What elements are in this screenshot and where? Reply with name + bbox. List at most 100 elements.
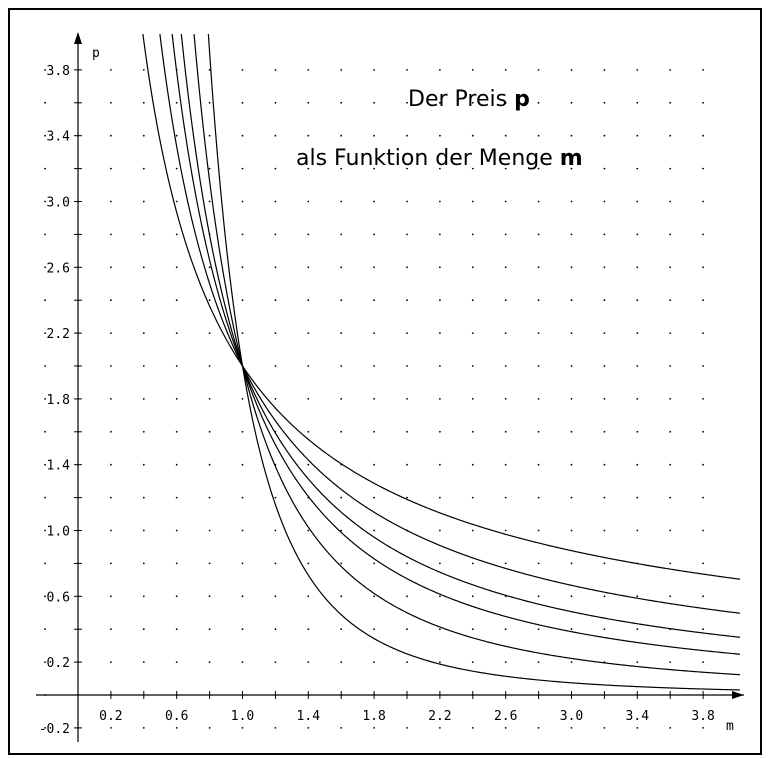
grid-dot bbox=[669, 661, 672, 663]
grid-dot bbox=[208, 398, 211, 400]
curve-series bbox=[193, 33, 741, 676]
grid-dot bbox=[307, 529, 310, 532]
grid-dot bbox=[471, 69, 474, 71]
grid-dot bbox=[44, 167, 46, 170]
grid-dot bbox=[406, 134, 408, 137]
grid-dot bbox=[373, 69, 375, 71]
grid-dot bbox=[44, 562, 46, 565]
grid-dot bbox=[406, 365, 408, 367]
grid-dot bbox=[175, 398, 178, 400]
grid-dot bbox=[241, 200, 244, 203]
chart-title-line1: Der Preis p bbox=[408, 87, 530, 112]
grid-dot bbox=[175, 661, 178, 663]
grid-dot bbox=[44, 134, 46, 137]
grid-dot bbox=[307, 332, 310, 334]
grid-dot bbox=[603, 167, 606, 170]
grid-dot bbox=[702, 200, 704, 203]
grid-dot bbox=[208, 661, 211, 663]
grid-dot bbox=[471, 101, 474, 104]
grid-dot bbox=[274, 529, 277, 532]
x-tick-label: 3.4 bbox=[626, 709, 650, 724]
grid-dot bbox=[471, 595, 474, 598]
grid-dot bbox=[373, 266, 375, 269]
grid-dot bbox=[44, 266, 46, 269]
grid-dot bbox=[570, 661, 573, 663]
grid-dot bbox=[603, 332, 606, 334]
grid-dot bbox=[636, 167, 639, 170]
grid-dot bbox=[340, 661, 343, 663]
y-tick-label: 3.8 bbox=[47, 64, 70, 79]
grid-dot bbox=[175, 101, 178, 104]
grid-dot bbox=[702, 167, 704, 170]
grid-dot bbox=[471, 661, 474, 663]
grid-dot bbox=[603, 101, 606, 104]
grid-dot bbox=[471, 398, 474, 400]
grid-dot bbox=[439, 69, 441, 71]
grid-dot bbox=[439, 365, 441, 367]
grid-dot bbox=[175, 200, 178, 203]
grid-dot bbox=[307, 266, 310, 269]
grid-dot bbox=[537, 365, 540, 367]
grid-dot bbox=[471, 266, 474, 269]
grid-dot bbox=[570, 628, 573, 631]
grid-dot bbox=[110, 332, 112, 334]
grid-dot bbox=[537, 299, 540, 302]
grid-dot bbox=[208, 365, 211, 367]
grid-dot bbox=[274, 727, 277, 729]
grid-dot bbox=[504, 365, 507, 367]
grid-dot bbox=[702, 628, 704, 631]
y-tick-label: -0.2 bbox=[39, 722, 70, 737]
grid-dot bbox=[110, 463, 112, 466]
grid-dot bbox=[406, 332, 408, 334]
grid-dot bbox=[439, 595, 441, 598]
grid-dot bbox=[142, 69, 145, 71]
grid-dot bbox=[110, 529, 112, 532]
grid-dot bbox=[241, 661, 244, 663]
grid-dot bbox=[471, 365, 474, 367]
grid-dot bbox=[702, 430, 704, 433]
grid-dot bbox=[208, 167, 211, 170]
grid-dot bbox=[603, 430, 606, 433]
grid-dot bbox=[570, 134, 573, 137]
grid-dot bbox=[570, 727, 573, 729]
grid-dot bbox=[406, 727, 408, 729]
grid-dot bbox=[603, 562, 606, 565]
grid-dot bbox=[110, 134, 112, 137]
grid-dot bbox=[208, 299, 211, 302]
grid-dot bbox=[274, 167, 277, 170]
grid-dot bbox=[603, 266, 606, 269]
grid-dot bbox=[669, 134, 672, 137]
grid-dot bbox=[241, 332, 244, 334]
grid-dot bbox=[340, 266, 343, 269]
grid-dot bbox=[340, 365, 343, 367]
grid-dot bbox=[307, 69, 310, 71]
grid-dot bbox=[669, 101, 672, 104]
grid-dot bbox=[44, 365, 46, 367]
grid-dot bbox=[142, 430, 145, 433]
grid-dot bbox=[406, 595, 408, 598]
grid-dot bbox=[373, 562, 375, 565]
grid-dot bbox=[208, 69, 211, 71]
grid-dot bbox=[603, 398, 606, 400]
x-tick-label: 2.6 bbox=[494, 709, 517, 724]
grid-dot bbox=[439, 463, 441, 466]
grid-dot bbox=[537, 200, 540, 203]
grid-dot bbox=[471, 167, 474, 170]
grid-dot bbox=[669, 562, 672, 565]
grid-dot bbox=[373, 101, 375, 104]
grid-dot bbox=[208, 628, 211, 631]
grid-dot bbox=[241, 562, 244, 565]
grid-dot bbox=[241, 233, 244, 236]
grid-dot bbox=[175, 562, 178, 565]
curve-series bbox=[142, 33, 741, 580]
y-tick-label: 3.4 bbox=[47, 130, 71, 145]
grid-dot bbox=[44, 430, 46, 433]
grid-dot bbox=[373, 727, 375, 729]
grid-dot bbox=[439, 299, 441, 302]
grid-dot bbox=[307, 200, 310, 203]
grid-dot bbox=[537, 727, 540, 729]
grid-dot bbox=[537, 69, 540, 71]
grid-dot bbox=[208, 430, 211, 433]
grid-dot bbox=[439, 496, 441, 499]
grid-dot bbox=[208, 332, 211, 334]
